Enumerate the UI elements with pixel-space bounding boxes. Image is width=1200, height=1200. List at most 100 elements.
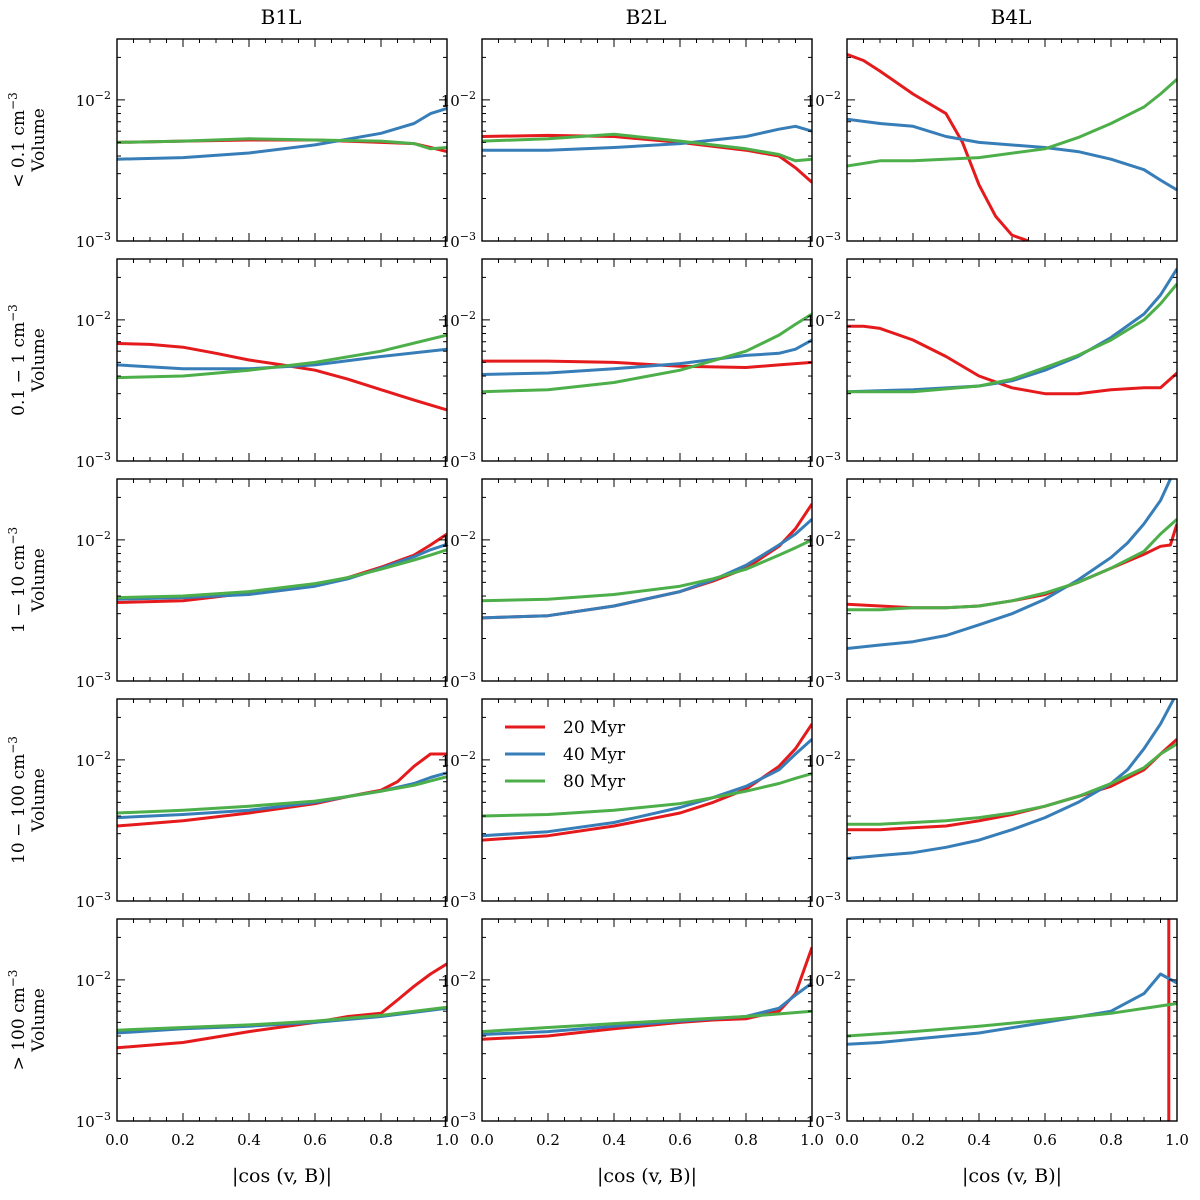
y-tick-label-base: 10 — [441, 972, 460, 990]
y-tick-label-base: 10 — [76, 532, 95, 550]
y-tick-label-exponent: −3 — [95, 450, 111, 463]
series-line-80-myr — [117, 1005, 447, 1032]
row-label-superscript: −3 — [6, 527, 20, 545]
x-tick-label: 1.0 — [435, 1131, 459, 1149]
y-tick-label-base: 10 — [441, 233, 460, 251]
legend-label: 40 Myr — [563, 745, 626, 765]
y-tick-label: 10−2 — [441, 309, 476, 330]
row-label-text: 0.1 − 1 cm — [9, 322, 29, 416]
x-tick-label: 0.8 — [734, 1131, 758, 1149]
series-group — [482, 946, 812, 1041]
y-tick-label-base: 10 — [441, 1113, 460, 1131]
series-line-80-myr — [482, 772, 812, 818]
series-line-20-myr — [482, 946, 812, 1041]
y-tick-label: 10−3 — [806, 450, 841, 471]
series-line-40-myr — [847, 972, 1177, 1046]
x-tick-label: 0.0 — [105, 1131, 129, 1149]
legend-label: 80 Myr — [563, 772, 626, 792]
y-tick-label-base: 10 — [76, 893, 95, 911]
y-tick-label-exponent: −3 — [825, 890, 841, 903]
series-line-40-myr — [117, 542, 447, 601]
y-tick-label: 10−3 — [76, 450, 111, 471]
panel-r5-b2l: 10−310−20.0 0.2 0.4 0.6 0.8 1.0 — [441, 918, 824, 1149]
panels: 10−310−210−310−210−310−210−310−210−310−2… — [76, 38, 1189, 1149]
y-tick-label-base: 10 — [806, 312, 825, 330]
row-label-density: < 0.1 cm−3 — [6, 92, 29, 187]
series-group — [117, 333, 447, 412]
x-tick-label: 0.0 — [835, 1131, 859, 1149]
series-line-80-myr — [847, 518, 1177, 612]
series-group — [847, 919, 1177, 1121]
y-tick-label: 10−2 — [76, 309, 111, 330]
x-tick-label: 0.2 — [171, 1131, 195, 1149]
series-group — [847, 699, 1177, 860]
y-tick-label: 10−2 — [806, 969, 841, 990]
y-tick-label-exponent: −3 — [95, 230, 111, 243]
y-tick-label-base: 10 — [806, 1113, 825, 1131]
series-group — [482, 124, 812, 184]
series-line-80-myr — [117, 775, 447, 815]
y-tick-label-base: 10 — [806, 673, 825, 691]
y-tick-label-exponent: −2 — [460, 309, 476, 322]
panel-r5-b4l: 10−310−20.0 0.2 0.4 0.6 0.8 1.0 — [806, 918, 1189, 1149]
y-tick-label: 10−3 — [806, 890, 841, 911]
row-label-superscript: −3 — [6, 304, 20, 322]
row-label-volume: Volume — [29, 108, 49, 173]
y-tick-label-exponent: −2 — [825, 529, 841, 542]
column-title-b2l: B2L — [626, 5, 667, 29]
y-tick-label-base: 10 — [806, 233, 825, 251]
y-tick-label-exponent: −3 — [825, 450, 841, 463]
panel-r2-b4l: 10−3 10−2 — [806, 258, 1178, 471]
series-group — [482, 312, 812, 394]
panel-frame — [116, 698, 448, 902]
panel-r4-b2l: 10−310−2 — [441, 698, 813, 911]
x-tick-label: 0.4 — [602, 1131, 626, 1149]
x-tick-label: 0.4 — [967, 1131, 991, 1149]
row-label-text: 1 − 10 cm — [9, 545, 29, 634]
series-line-80-myr — [847, 1002, 1177, 1038]
y-tick-label-base: 10 — [441, 752, 460, 770]
row-label-density: 0.1 − 1 cm−3 — [6, 304, 29, 416]
x-tick-label: 0.4 — [237, 1131, 261, 1149]
series-line-20-myr — [117, 962, 447, 1050]
y-tick-label: 10−3 — [441, 1110, 476, 1131]
series-line-20-myr — [482, 723, 812, 842]
panel-frame — [116, 258, 448, 462]
panel-r5-b1l: 10−310−20.0 0.2 0.4 0.6 0.8 1.0 — [76, 918, 459, 1149]
series-group — [482, 723, 812, 842]
series-line-40-myr — [847, 699, 1176, 860]
series-line-80-myr — [847, 78, 1177, 168]
y-tick-label-exponent: −2 — [825, 309, 841, 322]
series-line-40-myr — [117, 106, 447, 161]
x-tick-label: 1.0 — [800, 1131, 824, 1149]
row-label-volume: Volume — [29, 548, 49, 613]
y-tick-label-exponent: −3 — [825, 670, 841, 683]
panel-frame — [846, 478, 1178, 682]
y-tick-label: 10−2 — [806, 749, 841, 770]
row-label-text: > 100 cm — [9, 987, 29, 1070]
y-tick-label: 10−3 — [806, 670, 841, 691]
series-group — [847, 52, 1177, 241]
y-tick-label-base: 10 — [76, 752, 95, 770]
y-tick-label-base: 10 — [76, 673, 95, 691]
y-tick-label-exponent: −3 — [460, 1110, 476, 1123]
row-label-superscript: −3 — [6, 970, 20, 988]
panel-r1-b2l: 10−310−2 — [441, 38, 813, 251]
panel-r4-b1l: 10−310−2 — [76, 698, 448, 911]
y-tick-label-base: 10 — [76, 92, 95, 110]
legend: 20 Myr 40 Myr 80 Myr — [505, 718, 626, 792]
y-tick-label-base: 10 — [441, 312, 460, 330]
row-label-volume: Volume — [29, 328, 49, 393]
y-tick-label: 10−3 — [76, 230, 111, 251]
y-tick-label-base: 10 — [806, 752, 825, 770]
panel-frame — [481, 698, 813, 902]
x-tick-label: 0.6 — [1033, 1131, 1057, 1149]
y-tick-label-exponent: −2 — [460, 529, 476, 542]
y-tick-label: 10−2 — [441, 749, 476, 770]
y-tick-label-exponent: −3 — [460, 450, 476, 463]
y-tick-label-exponent: −2 — [460, 749, 476, 762]
